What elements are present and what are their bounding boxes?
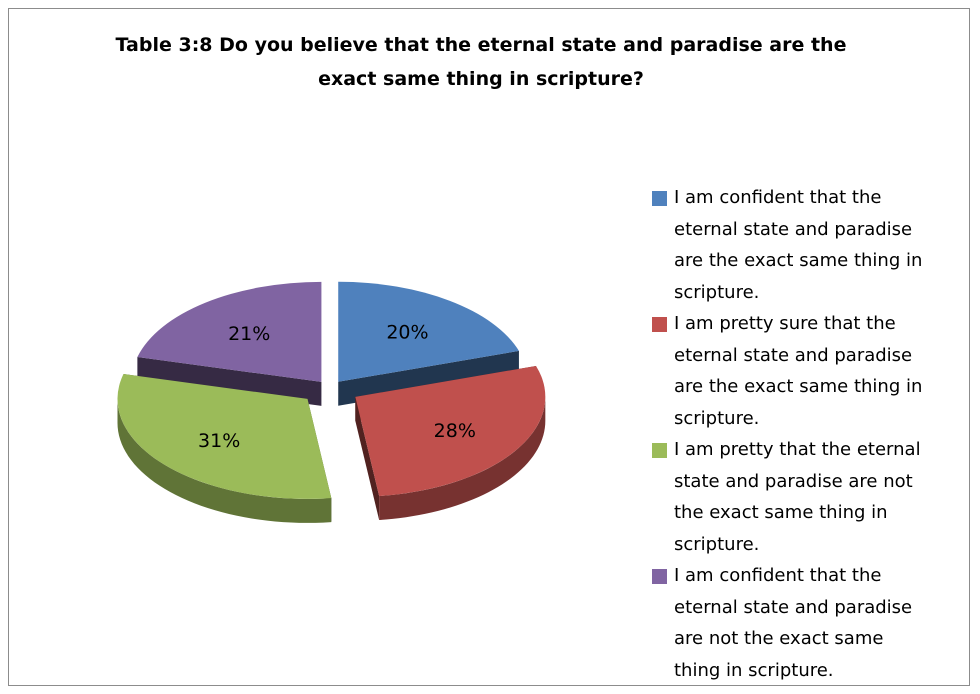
data-label-1: 20% [386, 322, 428, 344]
pie-slice-face-2-end [355, 396, 380, 521]
chart-title-line-2: exact same thing in scripture? [318, 68, 644, 90]
chart-title: Table 3:8 Do you believe that the eterna… [40, 28, 922, 96]
legend-text-1-4: scripture. [674, 281, 760, 303]
legend-text-3-1: I am pretty that the eternal [674, 439, 921, 460]
legend-text-2-1: I am pretty sure that the [674, 313, 896, 334]
legend-text-4-2: eternal state and paradise [674, 596, 913, 618]
data-label-2: 28% [434, 420, 476, 442]
legend-swatch-2 [652, 317, 667, 332]
legend-text-2-2: eternal state and paradise [674, 344, 913, 366]
pie-slice-side-3 [117, 398, 332, 523]
legend-text-3-2: state and paradise are not [674, 470, 913, 492]
chart-title-line-1: Table 3:8 Do you believe that the eterna… [115, 34, 847, 56]
pie-tops: 20% 28% 31% 21% [117, 281, 546, 499]
legend-item-4: I am confident that the eternal state and… [652, 560, 952, 686]
legend-text-1-3: are the exact same thing in [674, 250, 923, 271]
pie-slice-side-2 [379, 396, 546, 521]
legend-text-4-3: are not the exact same [674, 628, 884, 649]
pie-slice-3 [117, 374, 332, 499]
legend-text-1-1: I am confident that the [674, 187, 882, 208]
legend-item-3: I am pretty that the eternal state and pa… [652, 434, 952, 560]
legend-text-3-4: scripture. [674, 533, 760, 555]
legend-text-3-3: the exact same thing in [674, 502, 888, 523]
legend-text-1-2: eternal state and paradise [674, 218, 913, 240]
legend-swatch-3 [652, 443, 667, 458]
pie-slice-2 [355, 365, 546, 497]
pie-slice-face-4-start [137, 357, 322, 406]
legend-text-4-1: I am confident that the [674, 565, 882, 586]
pie-slice-1 [338, 281, 519, 382]
data-label-3: 31% [198, 430, 240, 452]
legend-swatch-4 [652, 569, 667, 584]
data-label-4: 21% [228, 323, 270, 345]
pie-slice-4 [137, 281, 322, 382]
legend-text-2-4: scripture. [674, 407, 760, 429]
legend-text-4-4: thing in scripture. [674, 659, 834, 681]
legend-item-2: I am pretty sure that the eternal state a… [652, 308, 952, 434]
legend-text-2-3: are the exact same thing in [674, 376, 923, 397]
chart-legend: I am confident that the eternal state and… [652, 182, 952, 686]
legend-swatch-1 [652, 191, 667, 206]
legend-item-1: I am confident that the eternal state and… [652, 182, 952, 308]
